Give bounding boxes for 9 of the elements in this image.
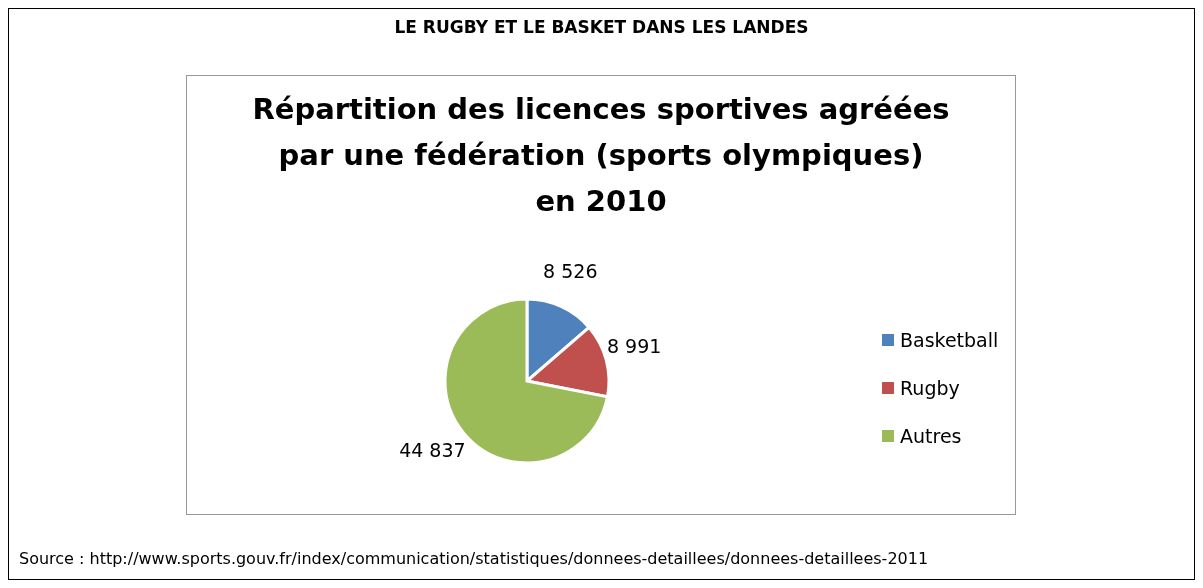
data-label: 8 991 xyxy=(606,335,662,358)
data-label: 44 837 xyxy=(399,438,466,461)
data-label: 8 526 xyxy=(543,259,598,282)
chart-subtitle: LE RUGBY ET LE BASKET DANS LES LANDES xyxy=(393,17,810,37)
chart-title: Répartition des licences sportives agréées par une fédération (sports olympiques) en 2010 xyxy=(251,91,951,220)
source-note: Source : http://www.sports.gouv.fr/index/communication/statistiques/donnees-detaillees/donnees-detaillees-2011 xyxy=(19,549,929,568)
legend-label: Rugby xyxy=(900,377,960,399)
legend-label: Basketball xyxy=(900,329,999,351)
legend-label: Autres xyxy=(900,425,962,447)
